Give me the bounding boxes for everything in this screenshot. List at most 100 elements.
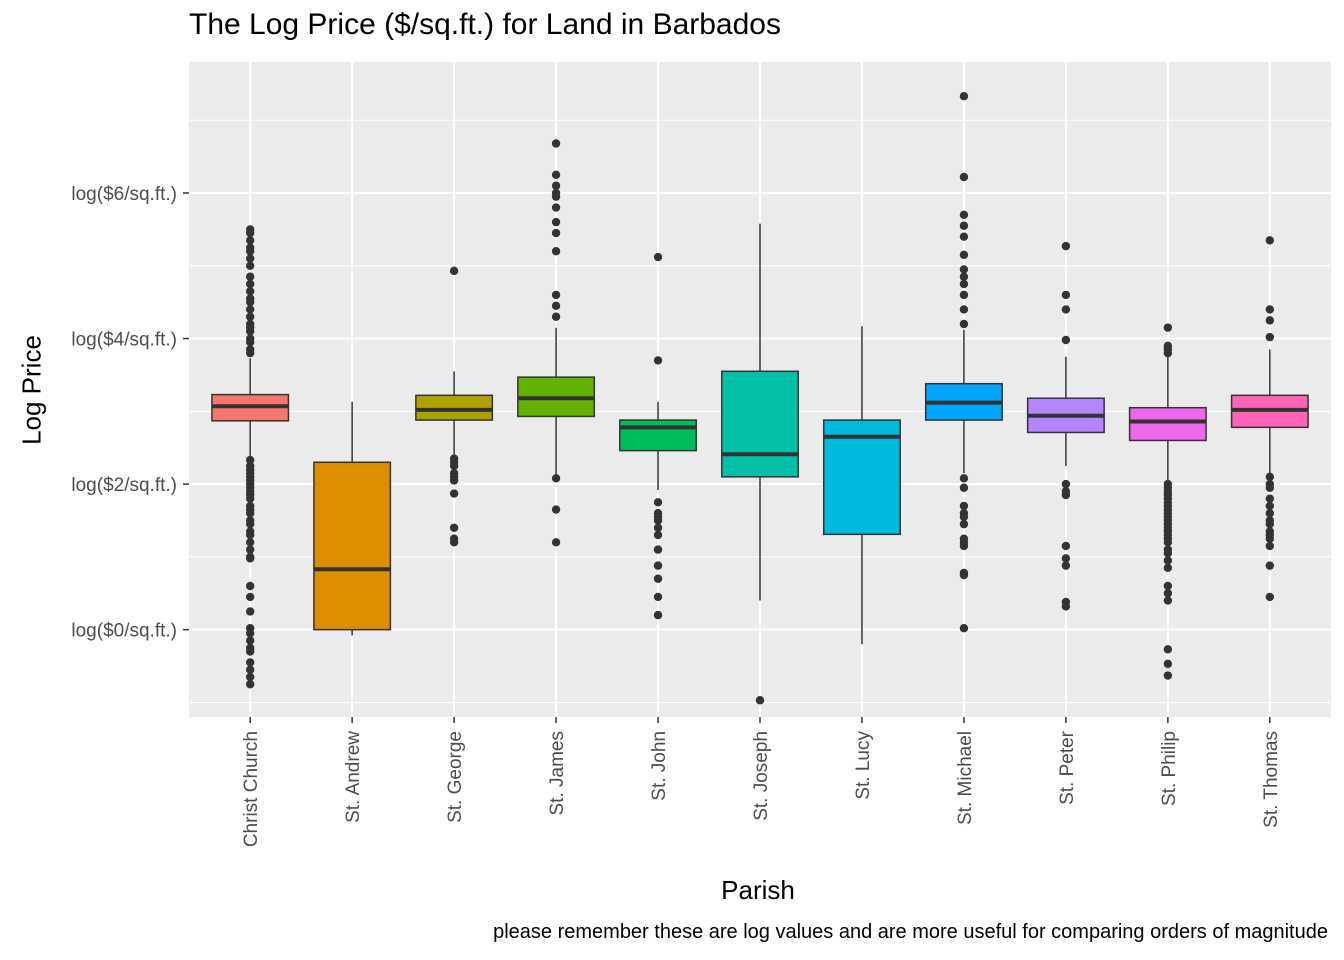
x-tick-label: St. Peter xyxy=(1057,730,1078,805)
iqr-box xyxy=(721,370,799,478)
outlier-point xyxy=(245,247,255,256)
outlier-point xyxy=(245,636,255,645)
outlier-point xyxy=(245,254,255,263)
outlier-point xyxy=(245,297,255,307)
box-st-john xyxy=(619,252,698,620)
outlier-point xyxy=(245,279,255,289)
outlier-point xyxy=(245,494,255,503)
outlier-point xyxy=(1163,589,1173,598)
outlier-point xyxy=(1163,549,1173,558)
outlier-point xyxy=(449,489,459,498)
outlier-point xyxy=(551,192,561,201)
outlier-point xyxy=(551,203,561,212)
outlier-point xyxy=(959,290,969,300)
outlier-point xyxy=(653,561,663,570)
outlier-point xyxy=(653,516,663,525)
outlier-point xyxy=(959,319,969,329)
x-tick-label: St. Lucy xyxy=(853,731,874,800)
outlier-point xyxy=(551,538,561,547)
outlier-point xyxy=(1163,538,1173,547)
outlier-point xyxy=(1265,509,1275,518)
outlier-point xyxy=(245,455,255,465)
outlier-point xyxy=(245,519,255,529)
outlier-point xyxy=(653,356,663,365)
outlier-point xyxy=(245,665,255,674)
outlier-point xyxy=(1265,332,1275,342)
outlier-point xyxy=(959,305,969,314)
box-st-james xyxy=(517,139,596,547)
outlier-point xyxy=(551,301,561,311)
outlier-point xyxy=(245,545,255,554)
box-christ-church xyxy=(211,225,290,689)
x-tick-label: St. Joseph xyxy=(751,731,772,821)
box-st-joseph xyxy=(721,223,799,705)
outlier-point xyxy=(1265,501,1275,511)
outlier-point xyxy=(1061,305,1071,314)
outlier-point xyxy=(245,647,255,656)
outlier-point xyxy=(551,474,561,483)
boxes xyxy=(211,92,1309,705)
outlier-point xyxy=(245,607,255,616)
box-st-peter xyxy=(1026,241,1105,611)
outlier-point xyxy=(551,217,561,227)
outlier-point xyxy=(1061,554,1071,563)
iqr-box xyxy=(822,419,901,536)
outlier-point xyxy=(245,272,255,281)
outlier-point xyxy=(245,261,255,270)
iqr-box xyxy=(313,461,392,631)
outlier-point xyxy=(959,210,969,220)
outlier-point xyxy=(245,538,255,547)
box-st-thomas xyxy=(1230,236,1309,602)
box-st-andrew xyxy=(313,401,392,636)
outlier-point xyxy=(245,581,255,591)
outlier-point xyxy=(1265,592,1275,602)
outlier-point xyxy=(959,512,969,522)
outlier-point xyxy=(959,541,969,551)
outlier-point xyxy=(653,530,663,540)
outlier-point xyxy=(449,538,459,547)
chart-caption: please remember these are log values and… xyxy=(493,921,1328,943)
outlier-point xyxy=(1265,534,1275,543)
x-axis-title: Parish xyxy=(721,875,795,905)
outlier-point xyxy=(1265,472,1275,482)
x-tick-label: St. Thomas xyxy=(1261,731,1282,828)
outlier-point xyxy=(959,519,969,529)
outlier-point xyxy=(245,236,255,245)
outlier-point xyxy=(653,252,663,262)
outlier-point xyxy=(1163,556,1173,565)
outlier-point xyxy=(1163,323,1173,332)
outlier-point xyxy=(245,530,255,540)
y-axis: log($0/sq.ft.) log($2/sq.ft.) log($4/sq.ft… xyxy=(71,184,189,642)
outlier-point xyxy=(1265,541,1275,551)
x-tick-label: Christ Church xyxy=(241,731,262,847)
outlier-point xyxy=(245,337,255,347)
x-axis: Christ Church St. Andrew St. George St. Jam… xyxy=(241,717,1282,847)
outlier-point xyxy=(245,629,255,638)
outlier-point xyxy=(959,624,969,633)
iqr-box xyxy=(1128,406,1207,442)
outlier-point xyxy=(245,658,255,667)
outlier-point xyxy=(1265,305,1275,314)
outlier-point xyxy=(653,523,663,532)
y-tick-label: log($0/sq.ft.) xyxy=(71,621,177,642)
x-tick-label: St. Andrew xyxy=(343,731,364,823)
outlier-point xyxy=(1265,236,1275,245)
outlier-point xyxy=(959,570,969,580)
outlier-point xyxy=(245,680,255,689)
outlier-point xyxy=(245,228,255,238)
outlier-point xyxy=(245,312,255,321)
outlier-point xyxy=(653,498,663,507)
x-tick-label: St. Michael xyxy=(955,731,976,825)
chart-title: The Log Price ($/sq.ft.) for Land in Bar… xyxy=(189,8,781,41)
outlier-point xyxy=(959,272,969,281)
outlier-point xyxy=(959,232,969,241)
iqr-box xyxy=(619,419,698,452)
outlier-point xyxy=(1265,519,1275,529)
outlier-point xyxy=(653,545,663,554)
x-tick-label: St. Philip xyxy=(1159,731,1180,806)
outlier-point xyxy=(1163,581,1173,591)
outlier-point xyxy=(449,476,459,485)
outlier-point xyxy=(1061,490,1071,500)
outlier-point xyxy=(245,305,255,314)
